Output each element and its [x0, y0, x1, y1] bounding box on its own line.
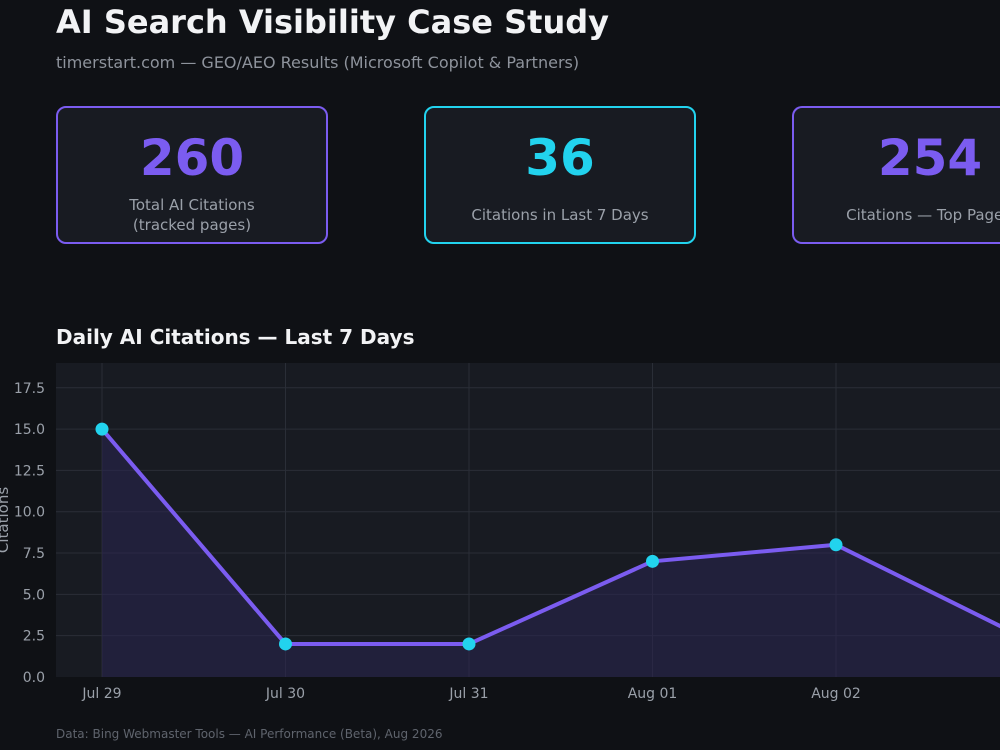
- x-tick-label: Aug 02: [811, 686, 861, 702]
- x-tick-label: Jul 29: [81, 686, 121, 702]
- series-area-fill: [102, 429, 1000, 677]
- x-tick-label: Aug 01: [628, 686, 678, 702]
- y-tick-label: 10.0: [14, 505, 45, 521]
- page-subtitle: timerstart.com — GEO/AEO Results (Micros…: [56, 53, 580, 72]
- data-point: [646, 554, 659, 568]
- y-tick-label: 15.0: [14, 422, 45, 438]
- kpi-label: Citations — Top Page (: [846, 206, 1000, 224]
- source-note: Data: Bing Webmaster Tools — AI Performa…: [56, 727, 443, 741]
- kpi-value: 254: [877, 129, 983, 187]
- y-tick-label: 17.5: [14, 381, 45, 397]
- y-tick-label: 7.5: [23, 546, 45, 562]
- data-point: [279, 637, 292, 651]
- kpi-value: 260: [139, 129, 245, 187]
- y-tick-label: 5.0: [23, 587, 45, 603]
- y-tick-label: 12.5: [14, 463, 45, 479]
- y-tick-label: 2.5: [23, 629, 45, 645]
- kpi-value: 36: [525, 129, 595, 187]
- kpi-card-last-7-days: 36 Citations in Last 7 Days: [424, 106, 696, 244]
- series-line: [100, 427, 1000, 646]
- data-point: [829, 538, 843, 552]
- chart-title: Daily AI Citations — Last 7 Days: [56, 325, 415, 349]
- page-title: AI Search Visibility Case Study: [56, 3, 609, 41]
- y-axis-label: Citations: [0, 487, 12, 553]
- x-tick-label: Jul 30: [265, 686, 305, 702]
- kpi-card-top-page: 254 Citations — Top Page (: [792, 106, 1000, 244]
- data-point: [462, 637, 476, 651]
- data-point: [95, 422, 109, 436]
- x-tick-label: Jul 31: [448, 686, 488, 702]
- kpi-label: Total AI Citations (tracked pages): [129, 196, 255, 234]
- kpi-label: Citations in Last 7 Days: [471, 206, 649, 224]
- y-tick-label: 0.0: [23, 670, 45, 686]
- kpi-card-total-citations: 260 Total AI Citations (tracked pages): [56, 106, 328, 244]
